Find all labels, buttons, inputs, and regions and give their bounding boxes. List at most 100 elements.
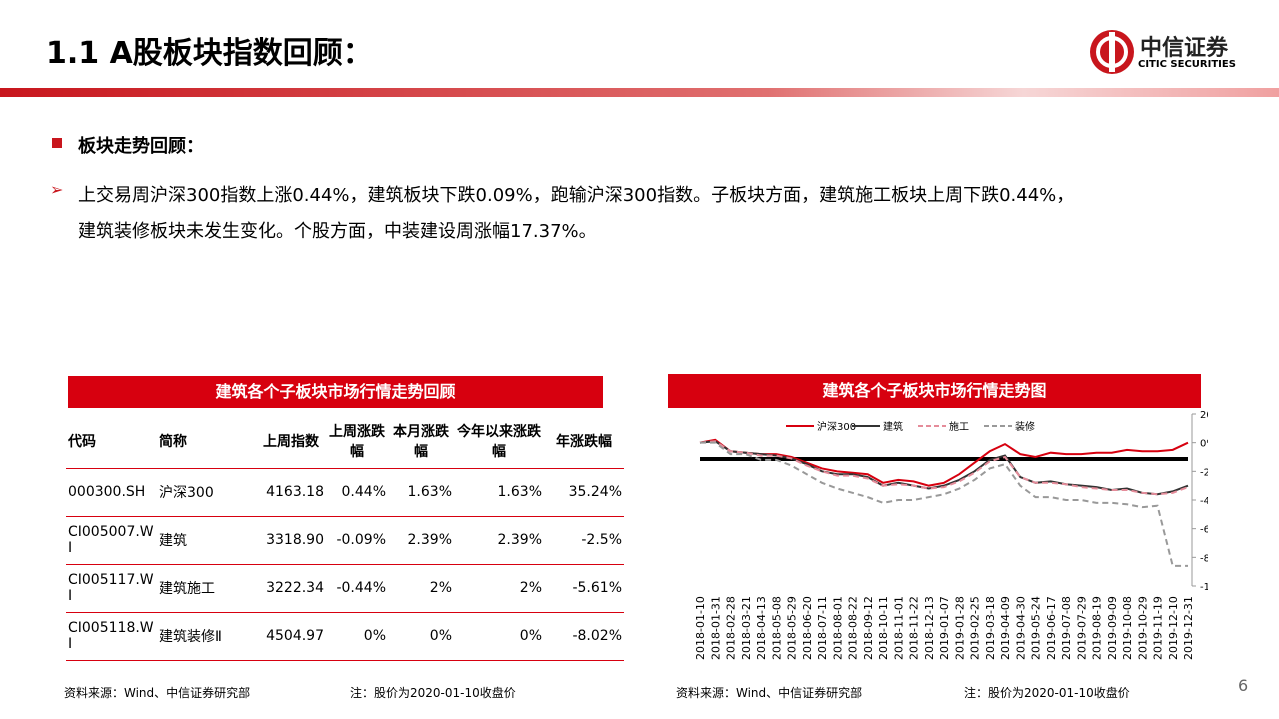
- y-tick-label: -40%: [1200, 496, 1208, 507]
- table-cell: 35.24%: [544, 468, 624, 517]
- table-cell: CI005007.WI: [66, 516, 157, 565]
- page-number: 6: [1238, 676, 1249, 695]
- table-cell: 年涨跌幅: [544, 414, 624, 469]
- y-tick-label: -60%: [1200, 525, 1208, 536]
- y-tick-label: 0%: [1200, 439, 1208, 450]
- x-tick-label: 2019-02-25: [969, 596, 982, 660]
- legend-label: 建筑: [883, 420, 903, 433]
- legend-label: 施工: [949, 420, 969, 433]
- x-tick-label: 2018-11-22: [908, 596, 921, 660]
- table-cell: -0.09%: [326, 516, 388, 565]
- table-cell: 2%: [454, 564, 544, 613]
- x-tick-label: 2018-01-31: [709, 596, 722, 660]
- table-cell: 0%: [388, 612, 454, 661]
- x-tick-label: 2018-01-10: [694, 596, 707, 660]
- x-tick-label: 2019-11-19: [1152, 596, 1165, 660]
- table-row: CI005117.WI 建筑施工 3222.34 -0.44% 2% 2% -5.61%: [66, 564, 624, 613]
- x-tick-label: 2018-10-11: [877, 596, 890, 660]
- x-tick-label: 2019-12-10: [1167, 596, 1180, 660]
- x-tick-label: 2019-06-17: [1045, 596, 1058, 660]
- x-tick-label: 2018-03-21: [740, 596, 753, 660]
- table-cell: 上周指数: [256, 414, 326, 469]
- x-tick-label: 2018-08-22: [847, 596, 860, 660]
- table-cell: 代码: [66, 414, 157, 469]
- x-tick-label: 2019-07-29: [1075, 596, 1088, 660]
- table-cell: 建筑装修Ⅱ: [157, 612, 256, 661]
- table-cell: 本月涨跌幅: [388, 414, 454, 469]
- table-cell: CI005117.WI: [66, 564, 157, 613]
- logo-en: CITIC SECURITIES: [1138, 59, 1236, 70]
- table-cell: 0.44%: [326, 468, 388, 517]
- x-tick-label: 2019-05-24: [1030, 596, 1043, 660]
- note: 注：股价为2020-01-10收盘价: [964, 686, 1130, 700]
- table-cell: 2.39%: [454, 516, 544, 565]
- logo-icon: [1090, 30, 1134, 74]
- x-tick-label: 2018-07-11: [816, 596, 829, 660]
- table-title: 建筑各个子板块市场行情走势回顾: [68, 376, 603, 408]
- series-line: [699, 438, 1189, 487]
- table-row: CI005118.WI 建筑装修Ⅱ 4504.97 0% 0% 0% -8.02%: [66, 612, 624, 661]
- table-cell: 0%: [454, 612, 544, 661]
- note: 注：股价为2020-01-10收盘价: [350, 686, 516, 700]
- table-row: 000300.SH 沪深300 4163.18 0.44% 1.63% 1.63% 35.2…: [66, 468, 624, 517]
- series-line: [700, 441, 1188, 567]
- table: 代码 简称 上周指数 上周涨跌幅 本月涨跌幅 今年以来涨跌幅 年涨跌幅 000300.SH 沪深…: [66, 414, 624, 661]
- table-cell: 今年以来涨跌幅: [454, 414, 544, 469]
- x-tick-label: 2019-09-09: [1106, 596, 1119, 660]
- table-cell: 沪深300: [157, 468, 256, 517]
- x-tick-label: 2018-12-13: [923, 596, 936, 660]
- paragraph: 上交易周沪深300指数上涨0.44%，建筑板块下跌0.09%，跑输沪深300指数…: [78, 178, 1074, 250]
- source: 资料来源：Wind、中信证券研究部: [64, 686, 251, 700]
- source: 资料来源：Wind、中信证券研究部: [676, 686, 863, 700]
- x-tick-label: 2018-06-20: [801, 596, 814, 660]
- table-row: 代码 简称 上周指数 上周涨跌幅 本月涨跌幅 今年以来涨跌幅 年涨跌幅: [66, 414, 624, 469]
- x-tick-label: 2019-01-07: [938, 596, 951, 660]
- table-cell: 000300.SH: [66, 468, 157, 517]
- table-cell: -5.61%: [544, 564, 624, 613]
- x-tick-label: 2018-08-01: [831, 596, 844, 660]
- x-tick-label: 2019-04-09: [999, 596, 1012, 660]
- chart: -100%-80%-60%-40%-20%0%20%2018-01-102018…: [694, 410, 1208, 660]
- table-cell: -0.44%: [326, 564, 388, 613]
- x-tick-label: 2019-01-28: [953, 596, 966, 660]
- table-cell: 3318.90: [256, 516, 326, 565]
- table-cell: 4163.18: [256, 468, 326, 517]
- x-tick-label: 2018-05-29: [786, 596, 799, 660]
- x-tick-label: 2018-09-12: [862, 596, 875, 660]
- table-cell: 0%: [326, 612, 388, 661]
- x-tick-label: 2019-10-08: [1121, 596, 1134, 660]
- chart-title: 建筑各个子板块市场行情走势图: [668, 374, 1201, 408]
- header-bar: [0, 88, 1279, 97]
- x-tick-label: 2019-12-31: [1182, 596, 1195, 660]
- x-tick-label: 2018-04-13: [755, 596, 768, 660]
- arrow-bullet: ➢: [50, 180, 64, 199]
- table-cell: 3222.34: [256, 564, 326, 613]
- x-tick-label: 2018-02-28: [725, 596, 738, 660]
- table-row: CI005007.WI 建筑 3318.90 -0.09% 2.39% 2.39% -2.5…: [66, 516, 624, 565]
- table-cell: 1.63%: [388, 468, 454, 517]
- table-cell: 上周涨跌幅: [326, 414, 388, 469]
- section-heading: 板块走势回顾：: [78, 136, 204, 157]
- table-cell: 建筑施工: [157, 564, 256, 613]
- x-tick-label: 2018-05-08: [770, 596, 783, 660]
- x-tick-label: 2019-08-19: [1091, 596, 1104, 660]
- x-tick-label: 2019-07-08: [1060, 596, 1073, 660]
- table-cell: -2.5%: [544, 516, 624, 565]
- table-cell: 建筑: [157, 516, 256, 565]
- x-tick-label: 2019-10-29: [1136, 596, 1149, 660]
- x-tick-label: 2019-03-18: [984, 596, 997, 660]
- table-cell: -8.02%: [544, 612, 624, 661]
- paragraph-line: 建筑装修板块未发生变化。个股方面，中装建设周涨幅17.37%。: [78, 221, 597, 242]
- x-tick-label: 2018-11-01: [892, 596, 905, 660]
- x-tick-label: 2019-04-30: [1014, 596, 1027, 660]
- table-cell: 2.39%: [388, 516, 454, 565]
- y-tick-label: -100%: [1200, 582, 1208, 593]
- logo-cn: 中信证券: [1140, 36, 1229, 61]
- table-cell: 简称: [157, 414, 256, 469]
- bullet: [52, 138, 62, 148]
- table-cell: 4504.97: [256, 612, 326, 661]
- y-tick-label: 20%: [1200, 410, 1208, 421]
- series-line: [699, 440, 1189, 496]
- slide-title: 1.1 A股板块指数回顾：: [46, 36, 373, 71]
